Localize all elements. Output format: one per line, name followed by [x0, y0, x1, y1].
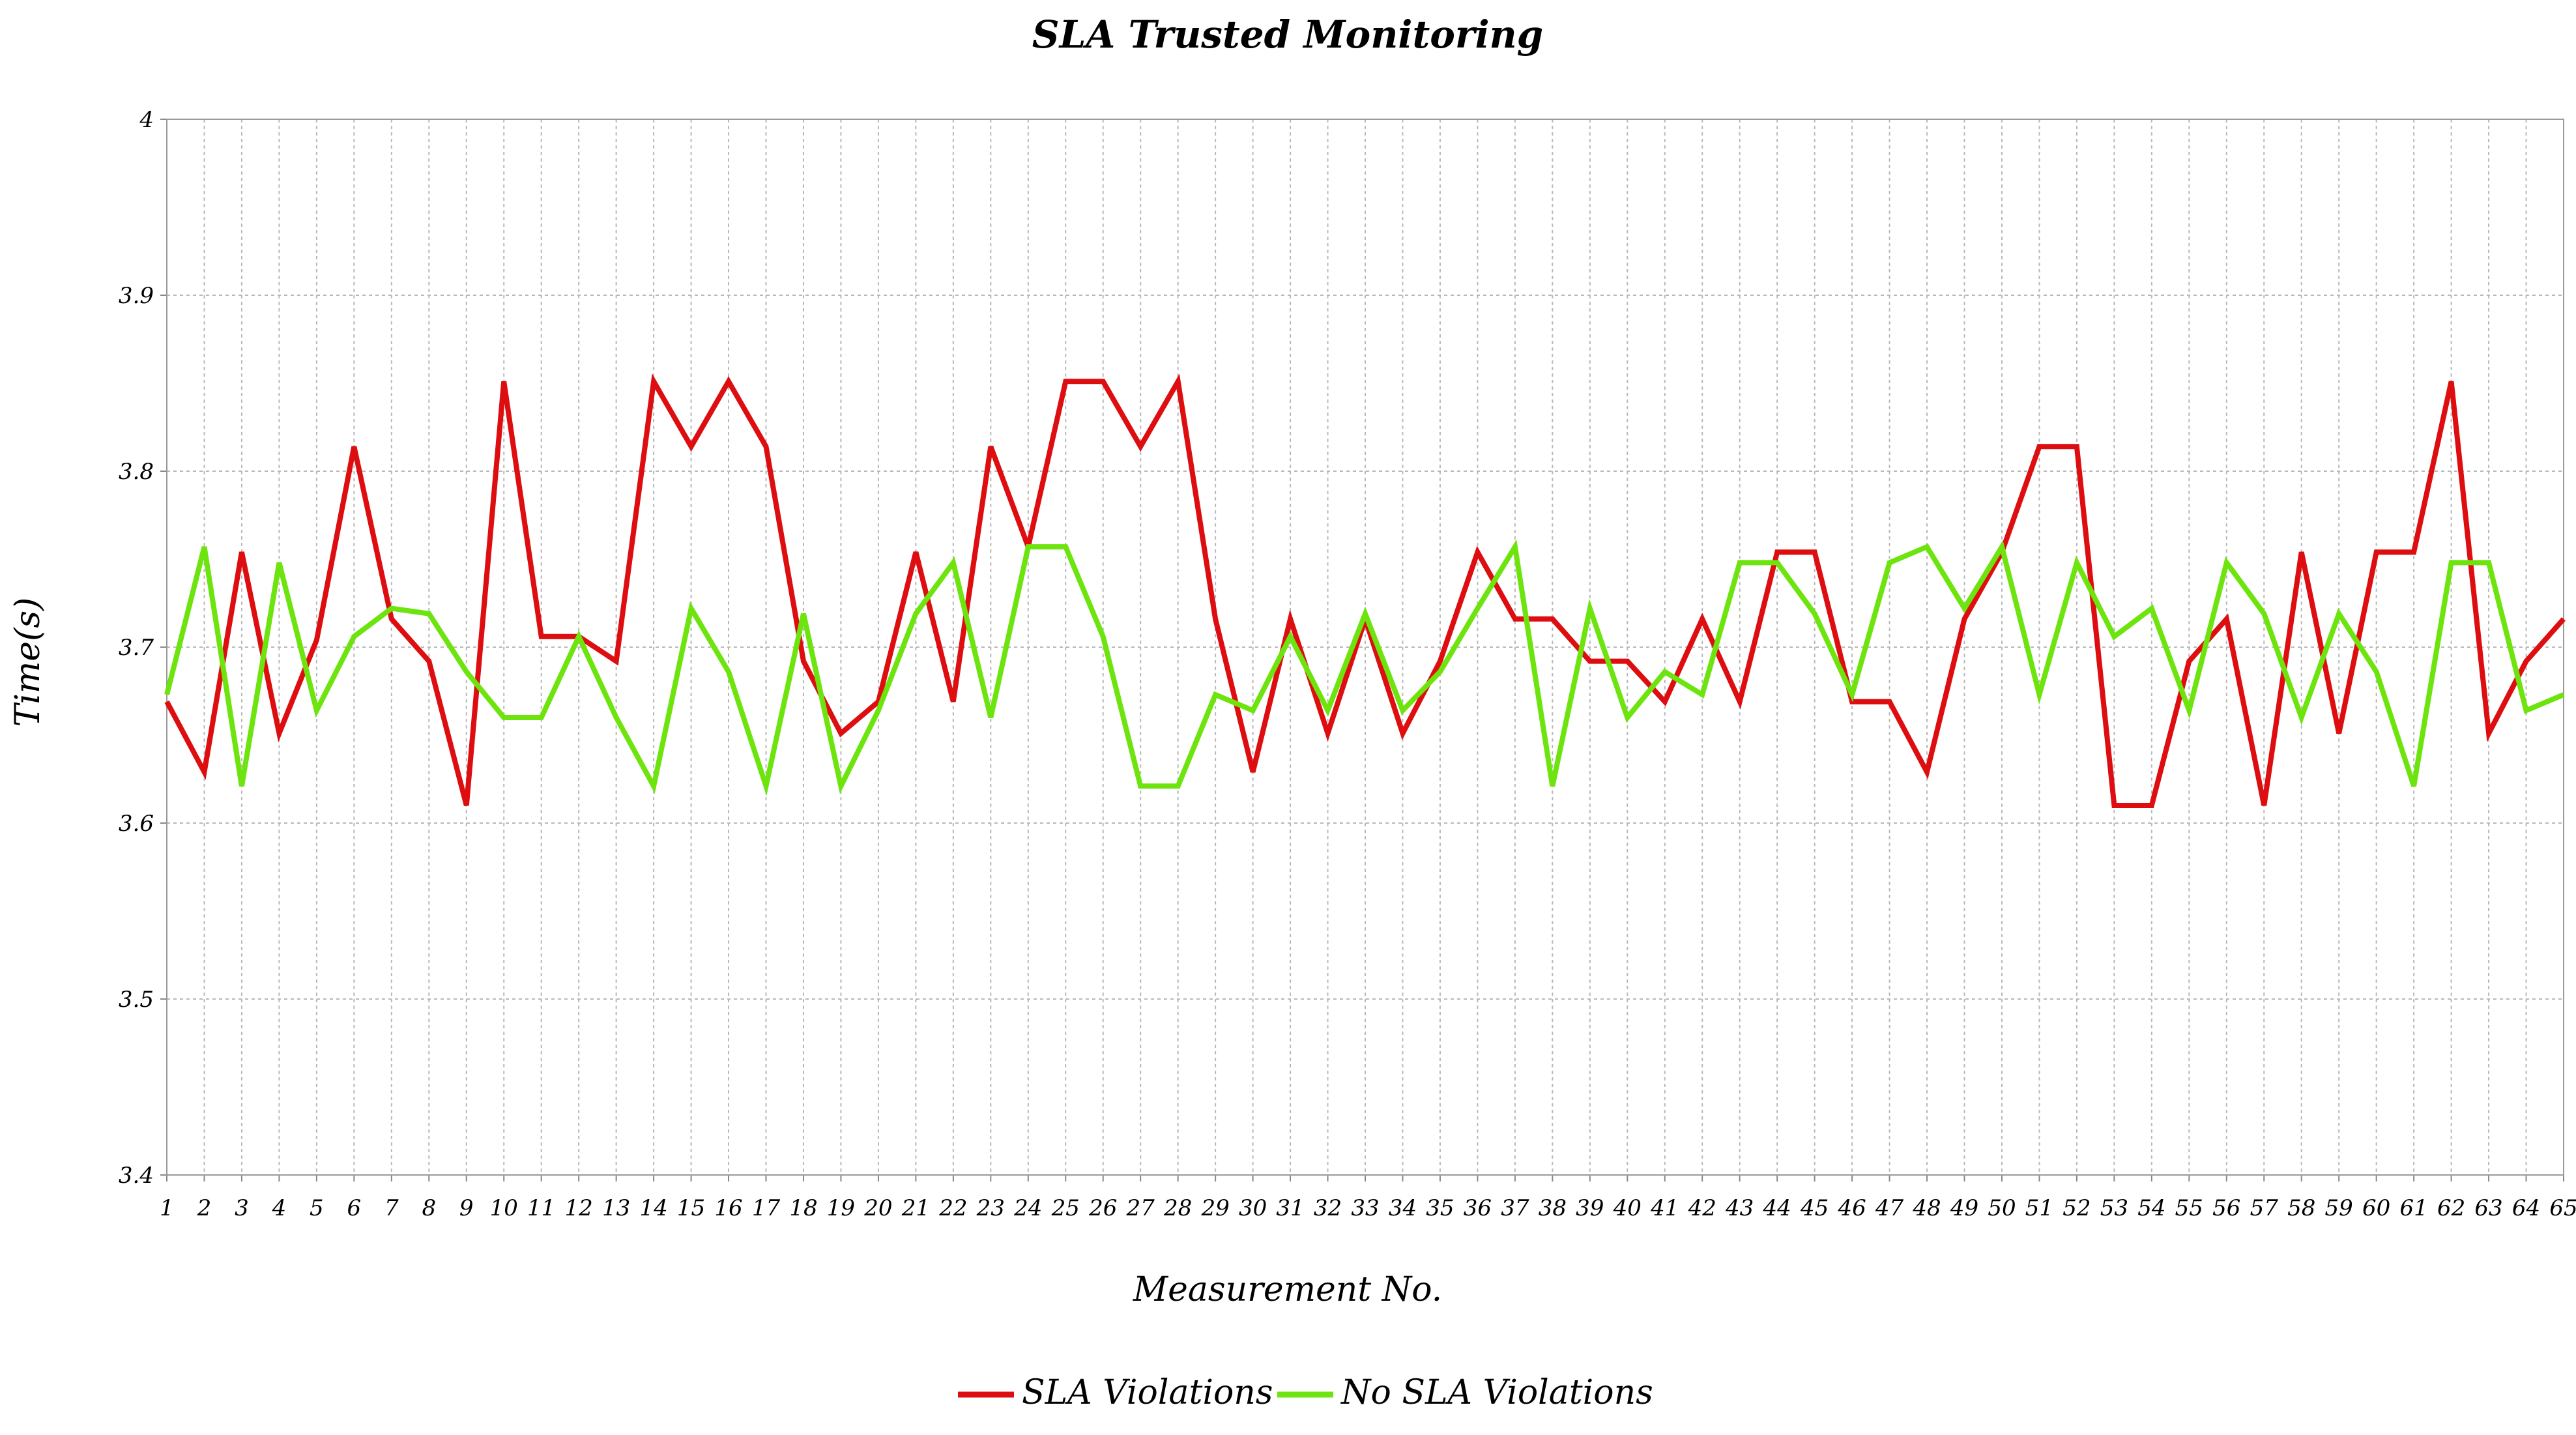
- x-tick-label: 48: [1912, 1195, 1941, 1221]
- x-axis-label: Measurement No.: [1133, 1270, 1442, 1309]
- x-tick-label: 46: [1837, 1195, 1866, 1221]
- x-tick-label: 9: [459, 1195, 474, 1221]
- x-tick-label: 45: [1800, 1195, 1829, 1221]
- x-tick-label: 23: [976, 1195, 1005, 1221]
- y-tick-label: 3.8: [119, 459, 154, 485]
- x-tick-label: 30: [1239, 1195, 1267, 1221]
- x-tick-label: 27: [1126, 1195, 1155, 1221]
- x-tick-label: 61: [2399, 1195, 2427, 1221]
- x-tick-label: 18: [789, 1195, 817, 1221]
- x-tick-label: 53: [2100, 1195, 2128, 1221]
- chart-title: SLA Trusted Monitoring: [1032, 12, 1544, 57]
- plot-border: [166, 119, 2564, 1176]
- x-tick-label: 25: [1051, 1195, 1080, 1221]
- x-tick-label: 26: [1088, 1195, 1117, 1221]
- x-tick-label: 41: [1650, 1195, 1679, 1221]
- x-tick-label: 28: [1163, 1195, 1192, 1221]
- x-tick-label: 7: [384, 1195, 399, 1221]
- legend-label-sla-violations: SLA Violations: [1022, 1373, 1273, 1412]
- x-tick-label: 55: [2175, 1195, 2203, 1221]
- x-tick-label: 35: [1426, 1195, 1454, 1221]
- plot-area: 3.43.53.63.73.83.941 2 3 4 5 6 7 8 9 10 11 12 13 14 15…: [119, 107, 2576, 1221]
- x-tick-label: 65: [2549, 1195, 2576, 1221]
- x-tick-label: 49: [1950, 1195, 1978, 1221]
- x-tick-label: 32: [1314, 1195, 1342, 1221]
- x-tick-label: 4: [272, 1195, 287, 1221]
- x-tick-label: 1: [160, 1195, 174, 1221]
- x-tick-label: 58: [2287, 1195, 2315, 1221]
- legend-label-no-sla-violations: No SLA Violations: [1340, 1373, 1653, 1412]
- y-tick-label: 3.7: [119, 635, 154, 661]
- legend: SLA Violations No SLA Violations: [958, 1373, 1653, 1412]
- x-tick-label: 40: [1613, 1195, 1642, 1221]
- x-tick-label: 34: [1389, 1195, 1417, 1221]
- x-tick-label: 5: [310, 1195, 324, 1221]
- x-tick-label: 52: [2062, 1195, 2091, 1221]
- x-tick-label: 39: [1576, 1195, 1604, 1221]
- x-tick-label: 37: [1501, 1195, 1529, 1221]
- x-tick-label: 44: [1763, 1195, 1791, 1221]
- x-tick-label: 57: [2250, 1195, 2279, 1221]
- x-tick-label: 15: [677, 1195, 705, 1221]
- x-tick-label: 3: [235, 1195, 249, 1221]
- x-tick-label: 42: [1688, 1195, 1716, 1221]
- x-tick-label: 14: [639, 1195, 667, 1221]
- x-tick-label: 62: [2437, 1195, 2465, 1221]
- x-tick-label: 16: [714, 1195, 742, 1221]
- x-tick-label: 6: [347, 1195, 362, 1221]
- y-axis-label: Time(s): [8, 598, 48, 727]
- y-tick-label: 3.6: [119, 811, 154, 837]
- y-tick-label: 3.5: [119, 987, 154, 1013]
- x-tick-label: 59: [2325, 1195, 2353, 1221]
- x-tick-label: 50: [1988, 1195, 2016, 1221]
- x-tick-label: 12: [565, 1195, 593, 1221]
- x-tick-label: 11: [527, 1195, 555, 1221]
- x-tick-label: 36: [1464, 1195, 1492, 1221]
- x-tick-label: 29: [1200, 1195, 1229, 1221]
- x-tick-label: 51: [2025, 1195, 2053, 1221]
- x-tick-label: 13: [602, 1195, 630, 1221]
- x-tick-label: 2: [197, 1195, 212, 1221]
- x-tick-label: 56: [2212, 1195, 2240, 1221]
- x-tick-label: 47: [1875, 1195, 1904, 1221]
- x-tick-label: 22: [938, 1195, 967, 1221]
- x-tick-label: 24: [1013, 1195, 1042, 1221]
- x-tick-label: 54: [2137, 1195, 2165, 1221]
- series-line-no-sla-violations: [164, 539, 2565, 796]
- x-tick-label: 17: [752, 1195, 781, 1221]
- x-tick-label: 19: [827, 1195, 855, 1221]
- y-tick-label: 3.9: [119, 283, 154, 309]
- x-tick-label: 8: [422, 1195, 436, 1221]
- x-tick-label: 60: [2362, 1195, 2390, 1221]
- y-tick-label: 4: [139, 107, 154, 133]
- x-tick-label: 10: [490, 1195, 518, 1221]
- x-tick-label: 31: [1276, 1195, 1304, 1221]
- x-tick-label: 33: [1351, 1195, 1379, 1221]
- y-tick-label: 3.4: [119, 1163, 154, 1189]
- x-tick-label: 21: [901, 1195, 930, 1221]
- x-tick-label: 43: [1725, 1195, 1754, 1221]
- x-tick-label: 38: [1539, 1195, 1567, 1221]
- x-tick-label: 20: [863, 1195, 892, 1221]
- x-tick-label: 64: [2512, 1195, 2540, 1221]
- x-tick-label: 63: [2474, 1195, 2502, 1221]
